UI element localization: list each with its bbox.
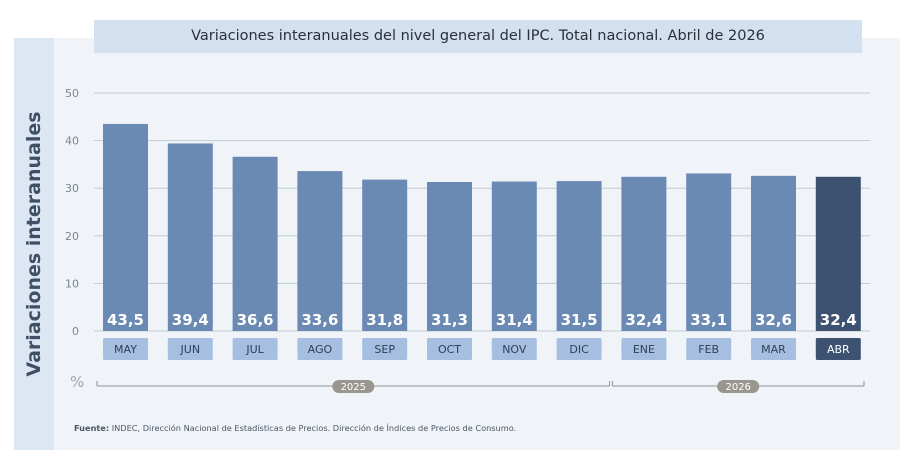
source-text: INDEC, Dirección Nacional de Estadística… [111,423,517,433]
month-box [232,338,278,360]
x-tick-label: DIC [569,343,589,356]
x-tick-label: ABR [827,343,850,356]
chart-title: Variaciones interanuales del nivel gener… [191,28,765,44]
bar [751,175,796,331]
month-box [297,338,343,360]
bar [362,179,408,331]
month-box [491,338,537,360]
y-tick-label: 20 [65,230,79,243]
y-tick-label: 50 [65,87,79,100]
bar [556,181,602,331]
bar [103,123,148,331]
x-tick-label: ENE [633,343,655,356]
y-tick-label: 40 [65,135,79,148]
value-label: 31,5 [561,311,598,329]
x-tick-label: NOV [502,343,527,356]
bar [491,181,537,331]
x-tick-label: SEP [374,343,395,356]
month-box [815,338,861,360]
year-label: 2025 [341,382,366,393]
month-box [103,338,148,360]
x-tick-label: OCT [438,343,461,356]
value-label: 36,6 [237,311,274,329]
value-label: 39,4 [172,311,209,329]
x-tick-label: JUL [245,343,264,356]
value-label: 32,4 [625,311,662,329]
source-label: Fuente: [74,423,110,433]
bar [297,171,343,331]
bar [815,176,861,331]
year-badge [332,380,375,393]
month-box [167,338,213,360]
y-tick-label: 10 [65,277,79,290]
value-label: 31,4 [496,311,533,329]
bar [427,182,472,331]
year-label: 2026 [725,382,750,393]
x-tick-label: JUN [180,343,201,356]
month-box [621,338,667,360]
title-banner [94,20,862,53]
month-box [751,338,796,360]
source-note: Fuente: INDEC, Dirección Nacional de Est… [74,423,516,433]
x-tick-label: FEB [698,343,719,356]
value-label: 31,3 [431,311,468,329]
x-tick-label: MAY [114,343,137,356]
value-label: 33,6 [301,311,338,329]
year-badge [717,380,760,393]
bar [686,173,732,331]
value-label: 33,1 [690,311,727,329]
unit-label: % [70,373,85,391]
value-label: 31,8 [366,311,403,329]
bar [167,143,213,331]
month-box [427,338,472,360]
x-tick-label: AGO [308,343,333,356]
y-tick-label: 0 [72,325,79,338]
x-tick-label: MAR [761,343,786,356]
month-box [362,338,408,360]
bar [232,156,278,331]
y-tick-label: 30 [65,182,79,195]
month-box [686,338,732,360]
month-box [556,338,602,360]
value-label: 43,5 [107,311,144,329]
value-label: 32,4 [820,311,857,329]
bar [621,176,667,331]
value-label: 32,6 [755,311,792,329]
y-axis-title-band [14,38,54,450]
